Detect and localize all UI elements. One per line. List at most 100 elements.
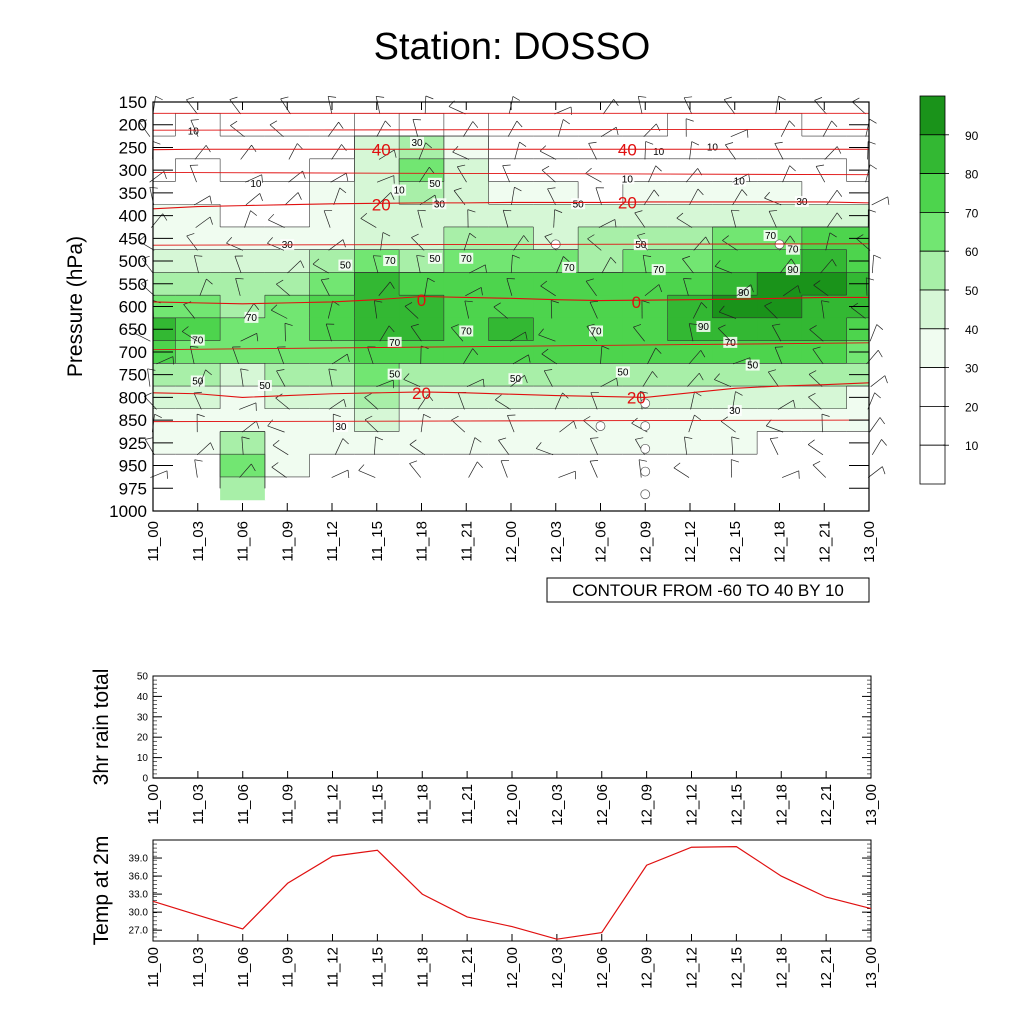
x-tick-label: 12_12 <box>682 521 699 563</box>
humidity-cell <box>220 249 266 274</box>
humidity-cell <box>533 295 579 319</box>
wind-barb-staff <box>240 144 252 160</box>
wind-barb-staff <box>331 144 342 160</box>
wind-barb-flag <box>653 189 660 197</box>
wind-barb-flag <box>563 119 570 125</box>
legend-swatch <box>919 95 946 136</box>
wind-barb-flag <box>147 368 156 371</box>
y-tick-label: 30.0 <box>129 908 149 919</box>
humidity-cell <box>443 431 490 455</box>
wind-barb-flag <box>829 232 837 238</box>
humidity-cell <box>846 102 870 114</box>
wind-barb-staff <box>771 325 782 342</box>
humidity-cell <box>264 431 311 455</box>
wind-barb-flag <box>321 278 330 281</box>
wind-barb-flag <box>764 191 770 199</box>
wind-barb-flag <box>551 300 559 304</box>
y-tick-label: 33.0 <box>129 890 149 901</box>
wind-barb-staff <box>809 329 824 342</box>
humidity-cell <box>309 431 355 455</box>
humidity-cell <box>309 136 355 160</box>
wind-barb-staff <box>276 370 286 387</box>
humidity-cell <box>443 295 490 319</box>
wind-barb-staff <box>498 440 510 456</box>
humidity-cell <box>757 363 803 387</box>
wind-barb-staff <box>417 394 429 410</box>
wind-barb-flag <box>590 300 599 303</box>
wind-barb-flag <box>409 439 417 445</box>
wind-barb-flag <box>512 96 520 101</box>
contour-label-bg <box>696 320 711 332</box>
wind-barb-staff <box>147 368 151 387</box>
wind-barb-staff <box>331 469 349 478</box>
humidity-cell <box>264 454 311 478</box>
legend-swatch <box>919 444 946 485</box>
wind-barb-flag <box>342 239 346 248</box>
humidity-cell <box>667 181 713 205</box>
humidity-cell <box>488 408 534 433</box>
contour-label-bg <box>736 286 751 298</box>
wind-barb-staff <box>448 106 466 115</box>
humidity-cell <box>443 476 490 501</box>
wind-barb-flag <box>343 399 347 408</box>
wind-barb-staff <box>239 402 257 410</box>
wind-barb-staff <box>360 218 377 228</box>
x-tick-label: 11_18 <box>414 521 431 562</box>
wind-barb-flag <box>645 141 654 145</box>
wind-barb-staff <box>243 303 255 319</box>
wind-barb-staff <box>688 414 695 433</box>
contour-label-bg <box>244 311 259 323</box>
contour-label-bg <box>763 230 778 242</box>
wind-barb-flag <box>685 118 694 122</box>
contour-label: 10 <box>653 147 665 158</box>
wind-barb-staff <box>194 459 198 478</box>
humidity-cell <box>354 317 400 342</box>
wind-barb-staff <box>183 304 196 319</box>
wind-barb-staff <box>468 461 478 478</box>
wind-barb-flag <box>206 278 213 285</box>
contour-label-bg <box>723 336 738 348</box>
wind-barb-staff <box>240 368 244 387</box>
wind-barb-staff <box>719 311 737 319</box>
wind-barb-staff <box>330 172 347 183</box>
wind-barb-flag <box>416 255 425 257</box>
wind-barb-flag <box>472 121 479 128</box>
wind-barb-flag <box>538 328 544 336</box>
temperature-contour-line <box>152 342 870 351</box>
wind-barb-flag <box>393 149 397 158</box>
wind-barb-staff <box>676 217 693 228</box>
humidity-cell <box>309 408 355 433</box>
humidity-cell <box>175 158 221 183</box>
humidity-cell <box>801 454 848 478</box>
humidity-cell <box>220 340 266 364</box>
humidity-cell <box>757 386 803 410</box>
humidity-cell <box>757 317 803 342</box>
x-tick-label: 12_06 <box>593 521 610 563</box>
wind-barb-flag <box>540 280 548 287</box>
humidity-cell <box>622 204 669 228</box>
wind-barb-flag <box>590 460 599 462</box>
humidity-cell <box>533 204 579 228</box>
wind-barb-flag <box>251 144 257 152</box>
humidity-cell <box>488 181 534 205</box>
wind-barb-flag <box>376 96 385 98</box>
wind-barb-flag <box>162 213 168 221</box>
wind-barb-flag <box>502 164 511 166</box>
wind-barb-staff <box>725 144 737 160</box>
x-tick-label: 11_03 <box>190 784 207 825</box>
contour-label-bg <box>508 373 523 385</box>
contour-label: 10 <box>707 142 719 153</box>
wind-barb-staff <box>781 470 799 478</box>
humidity-cell <box>712 181 758 205</box>
wind-barb-flag <box>482 379 485 388</box>
calm-circle <box>640 421 651 431</box>
wind-barb-flag <box>474 437 482 443</box>
wind-barb-flag <box>731 436 740 440</box>
humidity-cell <box>488 476 534 501</box>
temperature-contour-label: 20 <box>372 195 391 214</box>
humidity-cell <box>622 476 669 501</box>
temperature-contour-line <box>152 419 870 423</box>
wind-barb-flag <box>235 278 244 280</box>
wind-barb-flag <box>750 284 754 293</box>
wind-barb-flag <box>328 96 337 98</box>
